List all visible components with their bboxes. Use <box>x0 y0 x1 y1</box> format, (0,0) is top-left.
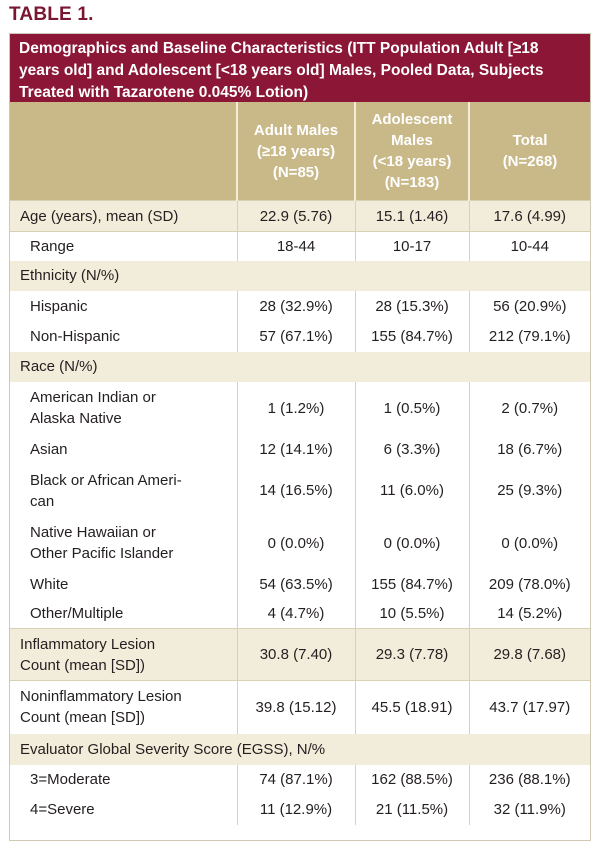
table-row-other: Other/Multiple 4 (4.7%) 10 (5.5%) 14 (5.… <box>10 599 590 629</box>
table-row-severe: 4=Severe 11 (12.9%) 21 (11.5%) 32 (11.9%… <box>10 794 590 825</box>
table-number-label: TABLE 1. <box>9 4 94 25</box>
table-row-range: Range 18-44 10-17 10-44 <box>10 231 590 261</box>
cell-total: 17.6 (4.99) <box>469 200 590 232</box>
cell-total: 10-44 <box>510 237 549 255</box>
table-row-hispanic: Hispanic 28 (32.9%) 28 (15.3%) 56 (20.9%… <box>10 290 590 322</box>
header-adult-males: Adult Males (≥18 years) (N=85) <box>237 102 356 201</box>
table-section-ethnicity: Ethnicity (N/%) <box>10 260 590 291</box>
cell-adolescent: 29.3 (7.78) <box>355 628 470 681</box>
cell-adolescent: 21 (11.5%) <box>355 794 470 825</box>
cell-adult: 14 (16.5%) <box>237 464 356 517</box>
cell-adolescent: 1 (0.5%) <box>355 381 470 435</box>
cell-adolescent: 155 (84.7%) <box>355 569 470 600</box>
table-header-row: Adult Males (≥18 years) (N=85) Adolescen… <box>10 102 590 201</box>
cell-adult: 30.8 (7.40) <box>237 628 356 681</box>
row-label: Hispanic <box>10 290 238 322</box>
demographics-table: Adult Males (≥18 years) (N=85) Adolescen… <box>10 102 590 825</box>
cell-adolescent: 45.5 (18.91) <box>355 680 470 734</box>
row-label: Range <box>10 231 238 261</box>
cell-adult: 74 (87.1%) <box>237 764 356 795</box>
cell-adolescent: 10 (5.5%) <box>355 599 470 629</box>
row-label: 4=Severe <box>10 794 238 825</box>
row-label: Noninflammatory Lesion Count (mean [SD]) <box>10 680 238 734</box>
header-adolescent-males: Adolescent Males (<18 years) (N=183) <box>355 102 470 201</box>
cell-total: 32 (11.9%) <box>493 801 566 818</box>
cell-total: 29.8 (7.68) <box>469 628 590 681</box>
cell-total: 2 (0.7%) <box>501 399 559 417</box>
cell-total: 43.7 (17.97) <box>489 698 571 716</box>
cell-adult: 0 (0.0%) <box>237 516 356 570</box>
header-blank-cell <box>10 102 238 201</box>
row-label: Black or African Ameri- can <box>10 464 238 517</box>
row-label: Non-Hispanic <box>10 321 238 352</box>
row-label: American Indian or Alaska Native <box>10 381 238 435</box>
cell-adult: 18-44 <box>237 231 356 261</box>
row-label: Age (years), mean (SD) <box>10 200 238 232</box>
cell-adult: 12 (14.1%) <box>237 434 356 465</box>
cell-total: 0 (0.0%) <box>501 534 559 552</box>
table-row-american-indian: American Indian or Alaska Native 1 (1.2%… <box>10 381 590 435</box>
cell-adult: 1 (1.2%) <box>237 381 356 435</box>
table-row-asian: Asian 12 (14.1%) 6 (3.3%) 18 (6.7%) <box>10 434 590 465</box>
cell-adolescent: 11 (6.0%) <box>355 464 470 517</box>
cell-adolescent: 28 (15.3%) <box>355 290 470 322</box>
table-row-white: White 54 (63.5%) 155 (84.7%) 209 (78.0%) <box>10 569 590 600</box>
cell-adult: 28 (32.9%) <box>237 290 356 322</box>
table-row-inflammatory: Inflammatory Lesion Count (mean [SD]) 30… <box>10 628 590 681</box>
row-label: Native Hawaiian or Other Pacific Islande… <box>10 516 238 570</box>
cell-total: 236 (88.1%) <box>488 771 571 788</box>
row-label: Inflammatory Lesion Count (mean [SD]) <box>10 628 238 681</box>
cell-total: 14 (5.2%) <box>497 605 563 623</box>
section-label: Evaluator Global Severity Score (EGSS), … <box>10 733 590 765</box>
cell-adolescent: 162 (88.5%) <box>355 764 470 795</box>
cell-adolescent: 0 (0.0%) <box>355 516 470 570</box>
cell-adult: 11 (12.9%) <box>237 794 356 825</box>
cell-adult: 57 (67.1%) <box>237 321 356 352</box>
table-caption: Demographics and Baseline Characteristic… <box>10 34 590 102</box>
cell-adult: 54 (63.5%) <box>237 569 356 600</box>
cell-adolescent: 10-17 <box>355 231 470 261</box>
header-total: Total (N=268) <box>469 102 590 201</box>
cell-total: 18 (6.7%) <box>497 441 563 458</box>
cell-adult: 22.9 (5.76) <box>237 200 356 232</box>
table-row-noninflammatory: Noninflammatory Lesion Count (mean [SD])… <box>10 680 590 734</box>
table-row-hawaiian: Native Hawaiian or Other Pacific Islande… <box>10 516 590 570</box>
section-label: Race (N/%) <box>10 351 590 382</box>
cell-adolescent: 6 (3.3%) <box>355 434 470 465</box>
cell-adolescent: 15.1 (1.46) <box>355 200 470 232</box>
table-row-black: Black or African Ameri- can 14 (16.5%) 1… <box>10 464 590 517</box>
cell-total: 209 (78.0%) <box>488 576 571 593</box>
row-label: Asian <box>10 434 238 465</box>
table-section-egss: Evaluator Global Severity Score (EGSS), … <box>10 733 590 765</box>
row-label: Other/Multiple <box>10 599 238 629</box>
cell-adolescent: 155 (84.7%) <box>355 321 470 352</box>
cell-adult: 39.8 (15.12) <box>237 680 356 734</box>
table-row-non-hispanic: Non-Hispanic 57 (67.1%) 155 (84.7%) 212 … <box>10 321 590 352</box>
cell-total: 56 (20.9%) <box>493 297 567 315</box>
cell-total: 212 (79.1%) <box>488 328 571 345</box>
table-section-race: Race (N/%) <box>10 351 590 382</box>
cell-total: 25 (9.3%) <box>497 482 563 499</box>
row-label: 3=Moderate <box>10 764 238 795</box>
row-label: White <box>10 569 238 600</box>
section-label: Ethnicity (N/%) <box>10 260 590 291</box>
table-row-moderate: 3=Moderate 74 (87.1%) 162 (88.5%) 236 (8… <box>10 764 590 795</box>
demographics-table-frame: Demographics and Baseline Characteristic… <box>9 33 591 841</box>
cell-adult: 4 (4.7%) <box>237 599 356 629</box>
table-row-age: Age (years), mean (SD) 22.9 (5.76) 15.1 … <box>10 200 590 232</box>
